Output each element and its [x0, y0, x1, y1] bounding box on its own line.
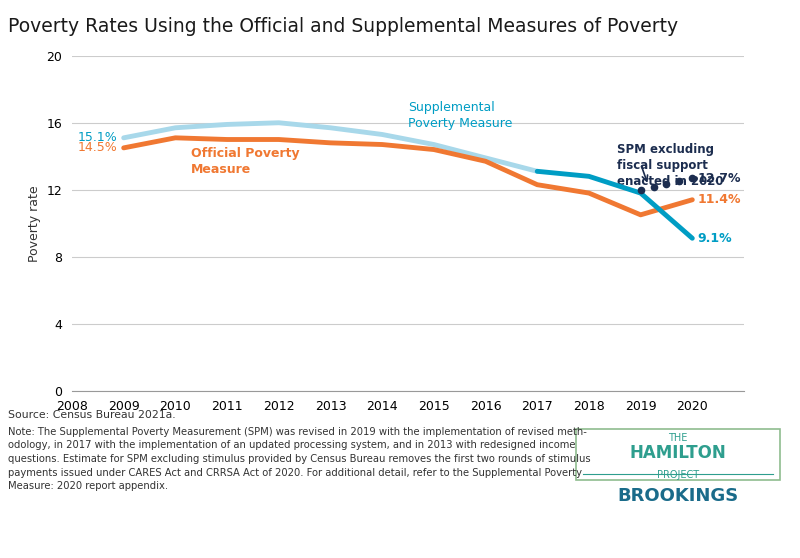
Text: 14.5%: 14.5%	[78, 141, 118, 155]
Text: 12.7%: 12.7%	[698, 171, 741, 185]
FancyBboxPatch shape	[576, 429, 780, 480]
Text: SPM excluding
fiscal support
enacted in 2020: SPM excluding fiscal support enacted in …	[618, 143, 724, 188]
Text: 11.4%: 11.4%	[698, 193, 741, 206]
Text: Source: Census Bureau 2021a.: Source: Census Bureau 2021a.	[8, 410, 176, 420]
Text: BROOKINGS: BROOKINGS	[618, 488, 738, 506]
Text: PROJECT: PROJECT	[657, 470, 699, 480]
Text: Supplemental
Poverty Measure: Supplemental Poverty Measure	[408, 102, 512, 131]
Text: 15.1%: 15.1%	[78, 131, 118, 145]
Y-axis label: Poverty rate: Poverty rate	[28, 185, 41, 262]
Text: 9.1%: 9.1%	[698, 232, 732, 245]
Text: Official Poverty
Measure: Official Poverty Measure	[191, 147, 299, 176]
Text: THE: THE	[668, 433, 688, 443]
Text: Poverty Rates Using the Official and Supplemental Measures of Poverty: Poverty Rates Using the Official and Sup…	[8, 17, 678, 36]
Text: Note: The Supplemental Poverty Measurement (SPM) was revised in 2019 with the im: Note: The Supplemental Poverty Measureme…	[8, 427, 590, 491]
Text: HAMILTON: HAMILTON	[630, 444, 726, 462]
